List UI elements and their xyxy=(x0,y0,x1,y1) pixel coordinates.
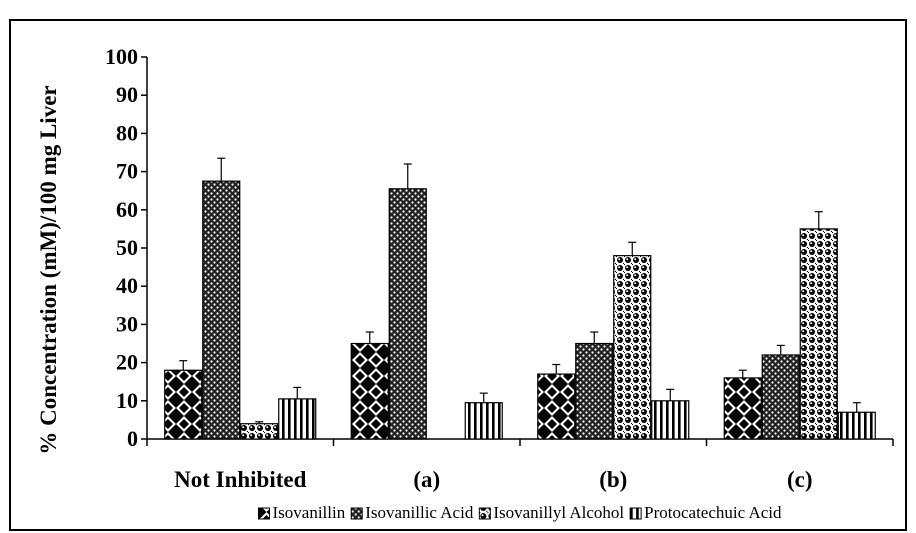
y-tick-label: 20 xyxy=(116,350,138,375)
x-tick-label: (a) xyxy=(413,467,440,492)
y-tick-label: 0 xyxy=(127,426,138,451)
bar-protocatechuic-acid-b xyxy=(651,400,690,440)
x-tick-label: (c) xyxy=(787,467,813,492)
legend-label: Protocatechuic Acid xyxy=(644,503,782,522)
y-tick-label: 50 xyxy=(116,235,138,260)
legend-label: Isovanillin xyxy=(272,503,345,522)
x-axis-ticks: Not Inhibited (a) (b) (c) xyxy=(146,439,894,492)
legend-item-isovanillyl-alcohol: Isovanillyl Alcohol xyxy=(478,503,624,522)
y-tick-label: 30 xyxy=(116,311,138,336)
x-tick-label: (b) xyxy=(599,467,627,492)
bar-protocatechuic-acid-not-inhibited xyxy=(278,398,317,440)
outer-border xyxy=(9,19,907,531)
legend: Isovanillin Isovanillic Acid Isovanillyl A… xyxy=(257,503,782,522)
legend-item-protocatechuic-acid: Protocatechuic Acid xyxy=(629,503,782,522)
bar-isovanillin-c xyxy=(723,377,762,440)
bar-isovanillin-a xyxy=(350,342,389,440)
legend-swatch xyxy=(629,507,642,520)
y-tick-label: 90 xyxy=(116,82,138,107)
x-tick-label: Not Inhibited xyxy=(174,467,306,492)
legend-swatch xyxy=(257,507,270,520)
y-tick-label: 60 xyxy=(116,197,138,222)
bar-isovanillic-acid-c xyxy=(761,354,800,440)
legend-label: Isovanillyl Alcohol xyxy=(493,503,624,522)
y-tick-label: 100 xyxy=(105,44,138,69)
bar-isovanillyl-alcohol-b xyxy=(613,255,652,440)
bar-isovanillyl-alcohol-not-inhibited xyxy=(240,423,279,440)
y-tick-label: 70 xyxy=(116,159,138,184)
bar-isovanillin-not-inhibited xyxy=(164,369,203,440)
bar-isovanillic-acid-b xyxy=(575,342,614,440)
legend-swatch xyxy=(350,507,363,520)
y-tick-label: 40 xyxy=(116,273,138,298)
bar-protocatechuic-acid-c xyxy=(837,411,876,440)
y-tick-label: 10 xyxy=(116,388,138,413)
legend-label: Isovanillic Acid xyxy=(365,503,474,522)
legend-item-isovanillic-acid: Isovanillic Acid xyxy=(350,503,474,522)
legend-item-isovanillin: Isovanillin xyxy=(257,503,346,522)
y-axis-label: % Concentration (mM)/100 mg Liver xyxy=(36,85,61,454)
bar-isovanillic-acid-a xyxy=(388,188,427,440)
bar-protocatechuic-acid-a xyxy=(464,402,503,440)
bar-isovanillic-acid-not-inhibited xyxy=(202,180,241,440)
bar-isovanillyl-alcohol-c xyxy=(799,228,838,440)
bars xyxy=(164,157,876,440)
legend-swatch xyxy=(478,507,491,520)
y-axis-ticks: 0 10 20 30 40 50 60 70 80 90 100 xyxy=(105,44,147,451)
bar-isovanillin-b xyxy=(537,373,576,440)
y-tick-label: 80 xyxy=(116,120,138,145)
